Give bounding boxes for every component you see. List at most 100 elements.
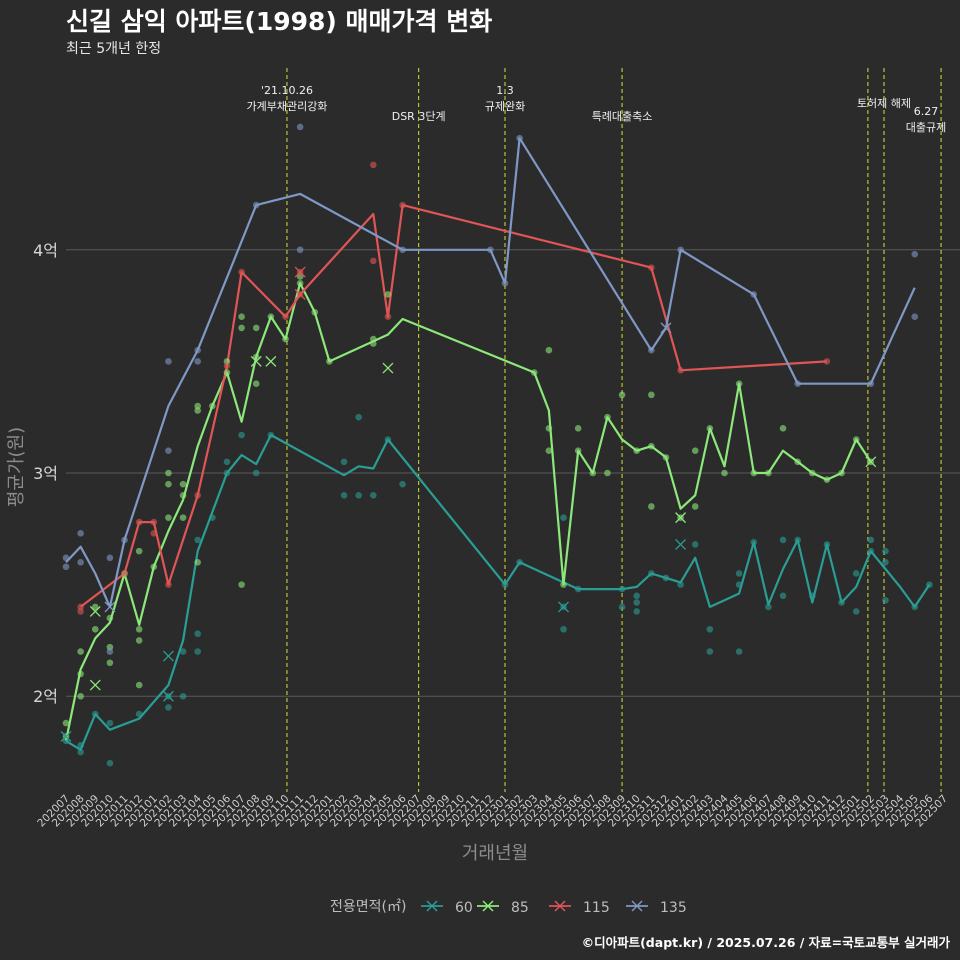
cross-stroke-b — [294, 266, 306, 278]
point-115-6 — [165, 581, 172, 588]
point-85-41 — [370, 340, 377, 347]
cross-marker-115-1 — [294, 288, 306, 300]
legend-item-115: 115 — [549, 900, 610, 916]
chart-subtitle: 최근 5개년 한정 — [66, 41, 161, 57]
point-60-21 — [340, 458, 348, 466]
y-tick-label-2: 4억 — [33, 241, 58, 260]
point-85-45 — [545, 425, 553, 432]
point-85-43 — [530, 369, 538, 376]
point-60-61 — [882, 596, 889, 604]
point-85-14 — [135, 681, 143, 689]
point-85-42 — [384, 291, 392, 298]
point-135-5 — [106, 648, 114, 655]
point-85-18 — [165, 480, 172, 488]
point-85-36 — [296, 279, 304, 287]
point-135-22 — [867, 380, 875, 388]
point-60-11 — [194, 536, 201, 544]
cross-stroke-b — [104, 601, 116, 613]
point-60-54 — [838, 599, 845, 606]
cross-marker-85-1 — [89, 679, 101, 691]
series-cross-markers — [60, 266, 877, 742]
point-115-15 — [384, 313, 392, 321]
point-60-16 — [223, 458, 231, 466]
x-axis-title: 거래년월 — [462, 843, 528, 864]
cross-stroke-b — [89, 605, 101, 617]
cross-stroke-b — [865, 456, 877, 468]
point-60-46 — [735, 648, 743, 655]
point-85-19 — [179, 480, 187, 488]
point-135-13 — [296, 246, 304, 254]
point-60-15 — [223, 469, 231, 477]
point-85-58 — [662, 454, 670, 461]
point-85-20 — [179, 492, 187, 499]
point-135-15 — [487, 246, 494, 254]
point-85-25 — [209, 402, 216, 410]
point-85-55 — [648, 442, 655, 450]
point-85-47 — [560, 581, 567, 588]
point-60-28 — [516, 558, 523, 566]
point-135-0 — [62, 554, 70, 562]
policy-event-lines — [286, 68, 942, 792]
point-60-35 — [633, 592, 640, 600]
cross-stroke-b — [660, 322, 672, 334]
point-85-38 — [311, 308, 319, 316]
legend: 전용면적(㎡) 60 85 115 135 — [330, 899, 687, 916]
point-85-39 — [326, 358, 333, 365]
point-60-1 — [77, 748, 84, 756]
point-60-9 — [179, 648, 187, 655]
point-85-12 — [135, 637, 143, 644]
point-115-16 — [399, 201, 406, 209]
legend-title: 전용면적(㎡) — [330, 899, 406, 915]
point-60-51 — [794, 536, 801, 544]
cross-marker-60-1 — [162, 690, 174, 702]
policy-label-0-0: '21.10.26 — [261, 84, 313, 97]
point-85-57 — [648, 391, 655, 399]
point-135-24 — [911, 313, 919, 321]
point-115-13 — [370, 161, 377, 169]
point-135-8 — [165, 447, 172, 454]
policy-label-6-0: 6.27 — [914, 105, 939, 118]
point-60-24 — [370, 492, 377, 499]
legend-label-60: 60 — [455, 900, 473, 916]
cross-stroke-b — [250, 355, 262, 367]
cross-marker-85-0 — [89, 605, 101, 617]
point-115-17 — [648, 264, 655, 271]
point-85-26 — [223, 369, 231, 376]
series-line-60 — [65, 433, 931, 751]
point-60-38 — [648, 570, 655, 577]
cross-stroke-b — [558, 601, 569, 613]
point-135-19 — [677, 246, 684, 254]
point-60-17 — [238, 431, 245, 439]
point-60-22 — [355, 492, 362, 499]
point-85-62 — [706, 425, 714, 432]
point-135-4 — [106, 554, 114, 562]
point-60-30 — [560, 625, 567, 633]
cross-marker-85-6 — [865, 456, 877, 468]
point-60-62 — [911, 603, 919, 611]
point-85-56 — [648, 503, 655, 510]
series-line-135 — [65, 137, 916, 609]
point-85-24 — [194, 558, 201, 566]
policy-label-1-0: DSR 3단계 — [392, 110, 446, 123]
series-line-85 — [64, 282, 872, 742]
point-115-3 — [135, 518, 143, 526]
point-85-52 — [604, 469, 611, 477]
point-85-3 — [77, 670, 84, 678]
point-115-10 — [282, 313, 289, 321]
point-60-4 — [106, 719, 114, 727]
legend-label-115: 115 — [583, 900, 610, 916]
policy-label-2-1: 규제완화 — [485, 100, 525, 113]
point-60-2 — [77, 742, 84, 749]
point-85-60 — [691, 503, 699, 510]
point-60-5 — [106, 759, 114, 767]
cross-stroke-b — [162, 650, 174, 662]
point-85-70 — [823, 476, 831, 483]
point-60-33 — [618, 585, 626, 593]
point-85-72 — [852, 436, 860, 443]
point-60-45 — [735, 570, 743, 577]
point-60-40 — [677, 581, 684, 588]
legend-label-135: 135 — [660, 900, 687, 916]
point-60-18 — [252, 469, 260, 477]
